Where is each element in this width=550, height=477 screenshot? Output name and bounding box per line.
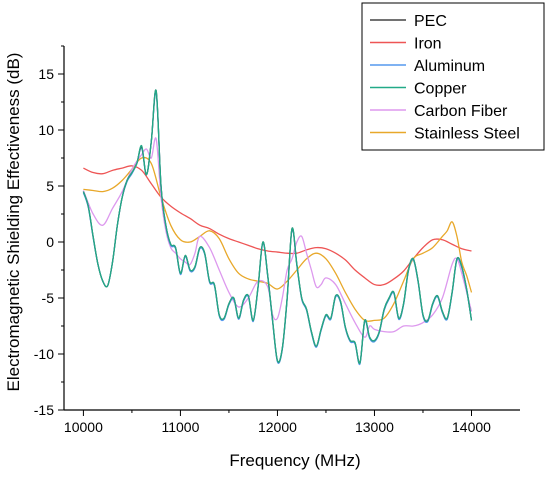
y-tick-label: -15	[34, 402, 54, 418]
legend-box	[361, 2, 545, 151]
legend-label-aluminum: Aluminum	[414, 58, 485, 75]
x-tick-label: 14000	[452, 419, 491, 435]
series-line-carbon-fiber	[82, 137, 473, 338]
y-axis-title: Electromagnetic Shielding Effectiveness …	[4, 53, 23, 392]
series-line-stainless-steel	[83, 156, 473, 322]
series-lines	[82, 89, 473, 366]
y-tick-label: 0	[46, 234, 54, 250]
y-tick-label: -10	[34, 346, 54, 362]
x-tick-label: 10000	[64, 419, 103, 435]
y-tick-label: 10	[38, 122, 54, 138]
legend-label-copper: Copper	[414, 81, 467, 98]
series-line-iron	[83, 165, 472, 286]
x-tick-label: 11000	[161, 419, 199, 435]
y-tick-label: 15	[38, 66, 54, 82]
axes: 10000 11000 12000 13000 14000 -15 -10 -5 0 5 10 15	[34, 45, 520, 435]
y-tick-label: 5	[46, 178, 54, 194]
legend: PEC Iron Aluminum Copper Carbon Fiber Stainle…	[361, 2, 545, 151]
x-axis-title: Frequency (MHz)	[229, 451, 360, 470]
series-line-copper	[82, 89, 473, 364]
y-tick-label: -5	[42, 290, 55, 306]
x-tick-label: 12000	[258, 419, 297, 435]
legend-label-stainless-steel: Stainless Steel	[414, 126, 520, 143]
legend-label-carbon-fiber: Carbon Fiber	[414, 103, 508, 120]
legend-label-iron: Iron	[414, 36, 442, 53]
x-tick-label: 13000	[355, 419, 394, 435]
legend-label-pec: PEC	[414, 13, 447, 30]
